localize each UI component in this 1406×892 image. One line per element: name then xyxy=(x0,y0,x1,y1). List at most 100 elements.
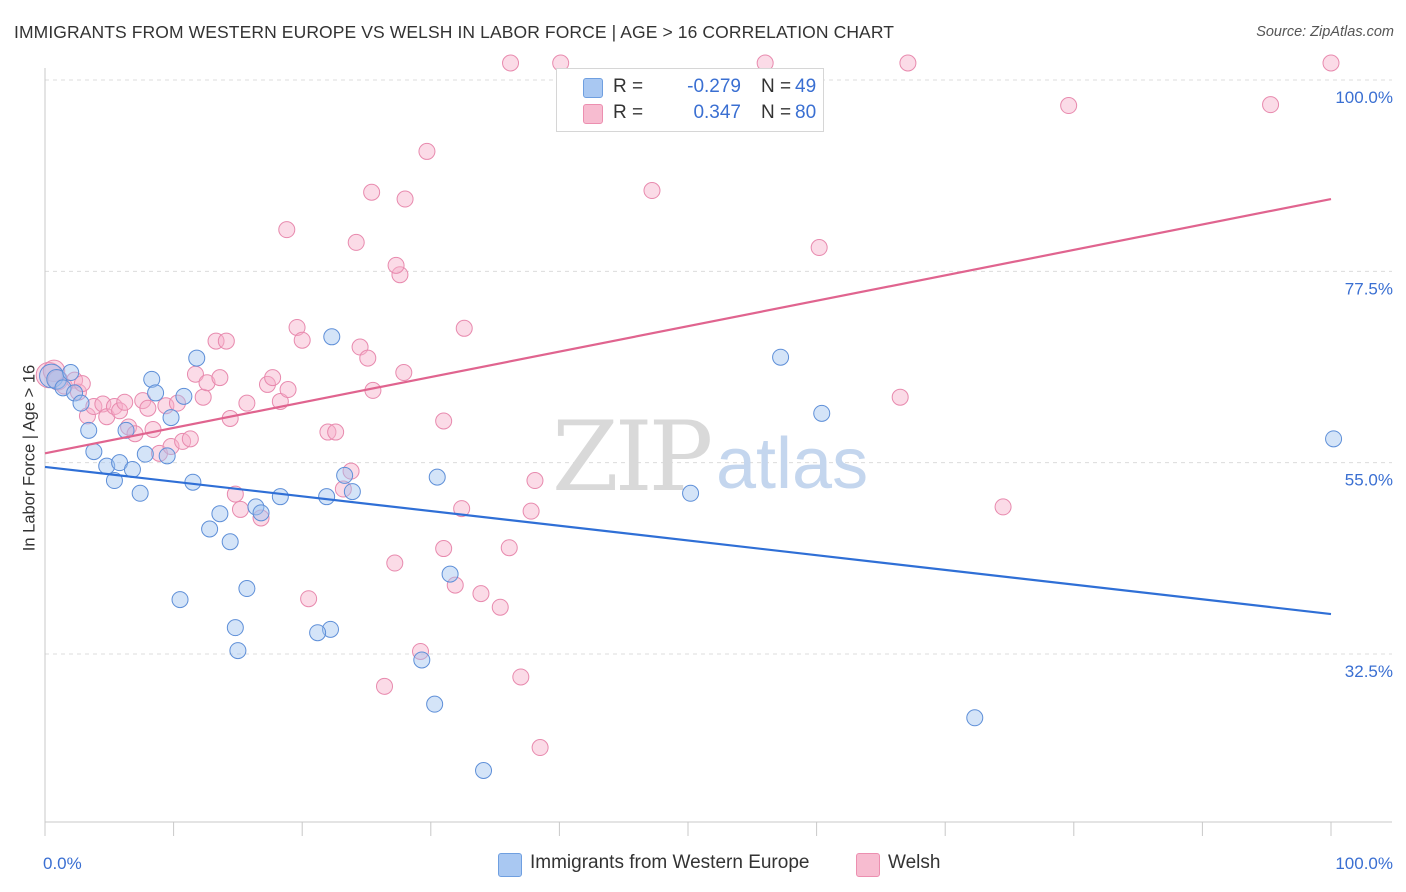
data-point-western-europe xyxy=(238,580,256,598)
legend-r-label: R = xyxy=(613,76,644,97)
data-point-welsh xyxy=(181,430,199,448)
data-point-welsh xyxy=(899,54,917,72)
data-point-western-europe xyxy=(252,504,270,522)
data-point-welsh xyxy=(144,421,162,439)
data-point-welsh xyxy=(211,369,229,387)
trend-line-welsh xyxy=(44,197,1332,455)
data-point-welsh xyxy=(386,554,404,572)
legend-swatch-blue xyxy=(498,853,522,877)
data-point-western-europe xyxy=(229,642,247,660)
x-tick-label: 100.0% xyxy=(1335,854,1393,873)
data-point-welsh xyxy=(217,332,235,350)
data-point-welsh xyxy=(491,598,509,616)
data-point-welsh xyxy=(288,318,306,336)
data-point-welsh xyxy=(111,402,129,420)
data-point-western-europe xyxy=(188,349,206,367)
data-point-western-europe xyxy=(162,409,180,427)
data-point-western-europe xyxy=(428,468,446,486)
y-tick-label: 55.0% xyxy=(1345,471,1393,490)
data-point-welsh xyxy=(500,539,518,557)
legend-n-label: N = xyxy=(761,76,792,97)
axes xyxy=(44,68,1392,836)
stats-legend: R = -0.279 N = 49 R = 0.347 N = 80 xyxy=(556,68,824,132)
data-point-welsh xyxy=(293,331,311,349)
data-point-welsh xyxy=(522,502,540,520)
data-point-welsh xyxy=(512,668,530,686)
y-tick-label: 77.5% xyxy=(1345,279,1393,298)
data-point-western-europe xyxy=(221,533,239,551)
data-point-welsh xyxy=(258,375,276,393)
data-point-welsh xyxy=(1060,97,1078,115)
x-tick-label: 0.0% xyxy=(43,854,82,873)
legend-n-value: 49 xyxy=(795,76,817,97)
data-point-western-europe xyxy=(813,404,831,422)
watermark-atlas: atlas xyxy=(716,424,868,504)
data-point-welsh xyxy=(1322,54,1340,72)
data-point-welsh xyxy=(396,190,414,208)
data-point-western-europe xyxy=(271,488,289,506)
data-point-welsh xyxy=(207,332,225,350)
legend-label: Immigrants from Western Europe xyxy=(530,852,810,873)
grid xyxy=(45,79,1392,655)
data-point-western-europe xyxy=(62,364,80,382)
data-point-western-europe xyxy=(80,421,98,439)
legend-swatch-blue xyxy=(583,78,603,98)
data-point-western-europe xyxy=(336,466,354,484)
y-axis-label: In Labor Force | Age > 16 xyxy=(20,364,39,552)
data-point-welsh xyxy=(278,221,296,239)
data-point-welsh xyxy=(418,142,436,160)
data-point-western-europe xyxy=(66,384,84,402)
data-point-western-europe xyxy=(201,520,219,538)
source-label: Source: ZipAtlas.com xyxy=(1256,24,1394,40)
data-point-western-europe xyxy=(321,620,339,638)
chart-title: IMMIGRANTS FROM WESTERN EUROPE VS WELSH … xyxy=(14,22,895,42)
data-point-western-europe xyxy=(323,328,341,346)
legend-n-value: 80 xyxy=(795,102,817,123)
legend-swatch-pink xyxy=(583,104,603,124)
data-point-western-europe xyxy=(175,387,193,405)
data-point-welsh xyxy=(455,319,473,337)
data-point-welsh xyxy=(231,500,249,518)
data-point-welsh xyxy=(446,576,464,594)
data-point-welsh xyxy=(264,369,282,387)
data-point-welsh xyxy=(198,374,216,392)
data-point-western-europe xyxy=(426,695,444,713)
data-point-welsh xyxy=(116,393,134,411)
data-point-western-europe xyxy=(131,484,149,502)
data-point-western-europe xyxy=(441,565,459,583)
data-point-welsh xyxy=(363,183,381,201)
data-point-western-europe xyxy=(772,348,790,366)
data-point-western-europe xyxy=(147,384,165,402)
data-point-western-europe xyxy=(318,488,336,506)
series-western-europe xyxy=(39,328,1343,780)
tick-labels: 32.5% 55.0% 77.5% 100.0% 0.0% 100.0% xyxy=(43,88,1393,873)
data-point-welsh xyxy=(891,388,909,406)
y-tick-label: 32.5% xyxy=(1345,662,1393,681)
data-point-welsh xyxy=(168,394,186,412)
data-point-western-europe xyxy=(226,619,244,637)
data-point-western-europe xyxy=(211,505,229,523)
data-point-western-europe xyxy=(966,709,984,727)
data-point-welsh xyxy=(1262,96,1280,114)
data-point-welsh xyxy=(502,54,520,72)
legend-r-label: R = xyxy=(613,102,644,123)
legend-n-label: N = xyxy=(761,102,792,123)
data-point-welsh xyxy=(347,233,365,251)
data-point-welsh xyxy=(472,585,490,603)
data-point-welsh xyxy=(395,364,413,382)
data-point-welsh xyxy=(810,239,828,257)
data-point-welsh xyxy=(435,540,453,558)
data-point-western-europe xyxy=(158,447,176,465)
data-point-welsh xyxy=(453,500,471,518)
data-point-western-europe xyxy=(1325,430,1343,448)
data-point-western-europe xyxy=(123,460,141,478)
legend-label: Welsh xyxy=(888,852,941,873)
data-point-welsh xyxy=(435,412,453,430)
data-point-welsh xyxy=(376,677,394,695)
data-point-western-europe xyxy=(475,762,493,780)
legend-r-value: 0.347 xyxy=(693,102,741,123)
data-point-welsh xyxy=(327,423,345,441)
watermark: ZIP atlas xyxy=(552,401,868,513)
data-point-welsh xyxy=(387,256,405,274)
